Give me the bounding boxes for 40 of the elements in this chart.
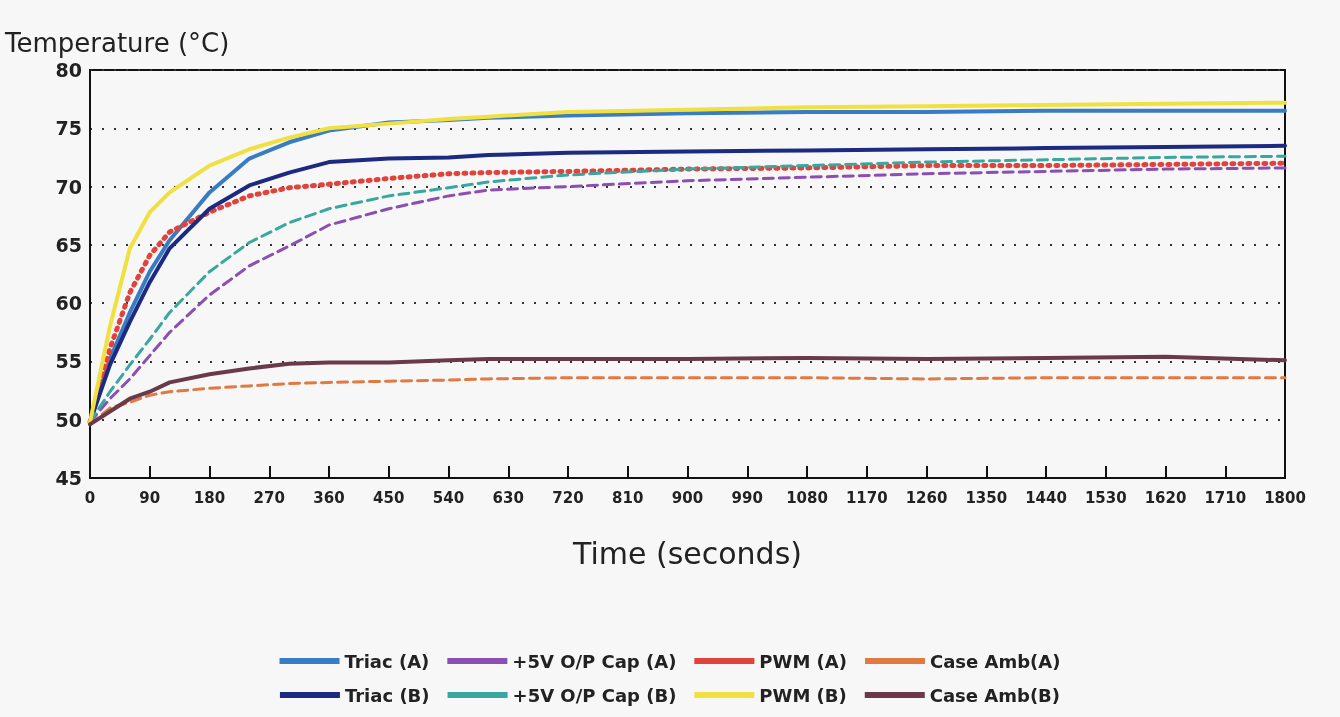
y-tick-label: 50 [55, 408, 82, 431]
x-tick-label: 180 [193, 488, 226, 507]
x-tick-label: 1710 [1204, 488, 1247, 507]
x-tick-label: 1530 [1084, 488, 1127, 507]
legend-label: +5V O/P Cap (B) [512, 684, 677, 706]
legend-label: +5V O/P Cap (A) [512, 650, 677, 672]
x-tick-label: 270 [253, 488, 285, 507]
y-tick-label: 45 [55, 467, 82, 489]
x-tick-label: 720 [552, 488, 584, 507]
y-tick-label: 60 [55, 292, 82, 315]
x-tick-label: 450 [373, 488, 405, 507]
y-tick-label: 65 [55, 233, 82, 256]
y-tick-label: 55 [55, 350, 82, 373]
y-tick-label: 70 [55, 175, 82, 198]
y-tick-label: 75 [55, 117, 82, 140]
y-axis-title: Temperature (°C) [4, 28, 230, 58]
x-tick-label: 90 [139, 488, 161, 507]
legend-label: Case Amb(B) [929, 684, 1061, 706]
x-tick-label: 0 [84, 488, 96, 507]
legend-label: PWM (B) [759, 684, 847, 706]
x-tick-label: 1170 [845, 488, 888, 507]
legend-label: Case Amb(A) [929, 650, 1061, 672]
legend-label: PWM (A) [759, 650, 847, 672]
x-axis-title: Time (seconds) [572, 535, 802, 571]
x-tick-label: 360 [313, 488, 345, 507]
x-tick-label: 630 [492, 488, 524, 507]
x-tick-label: 1080 [786, 488, 828, 507]
y-tick-label: 80 [55, 59, 82, 81]
x-tick-label: 1800 [1264, 488, 1306, 507]
x-tick-label: 810 [612, 488, 644, 507]
line-series [88, 354, 1287, 427]
x-tick-label: 1440 [1025, 488, 1067, 507]
x-tick-label: 990 [731, 488, 763, 507]
x-tick-label: 540 [432, 488, 465, 507]
legend-label: Triac (A) [344, 650, 430, 672]
legend-label: Triac (B) [344, 684, 430, 706]
x-tick-label: 1350 [965, 488, 1008, 507]
x-tick-label: 1620 [1144, 488, 1187, 507]
x-tick-label: 900 [671, 488, 704, 507]
x-tick-label: 1260 [905, 488, 948, 507]
